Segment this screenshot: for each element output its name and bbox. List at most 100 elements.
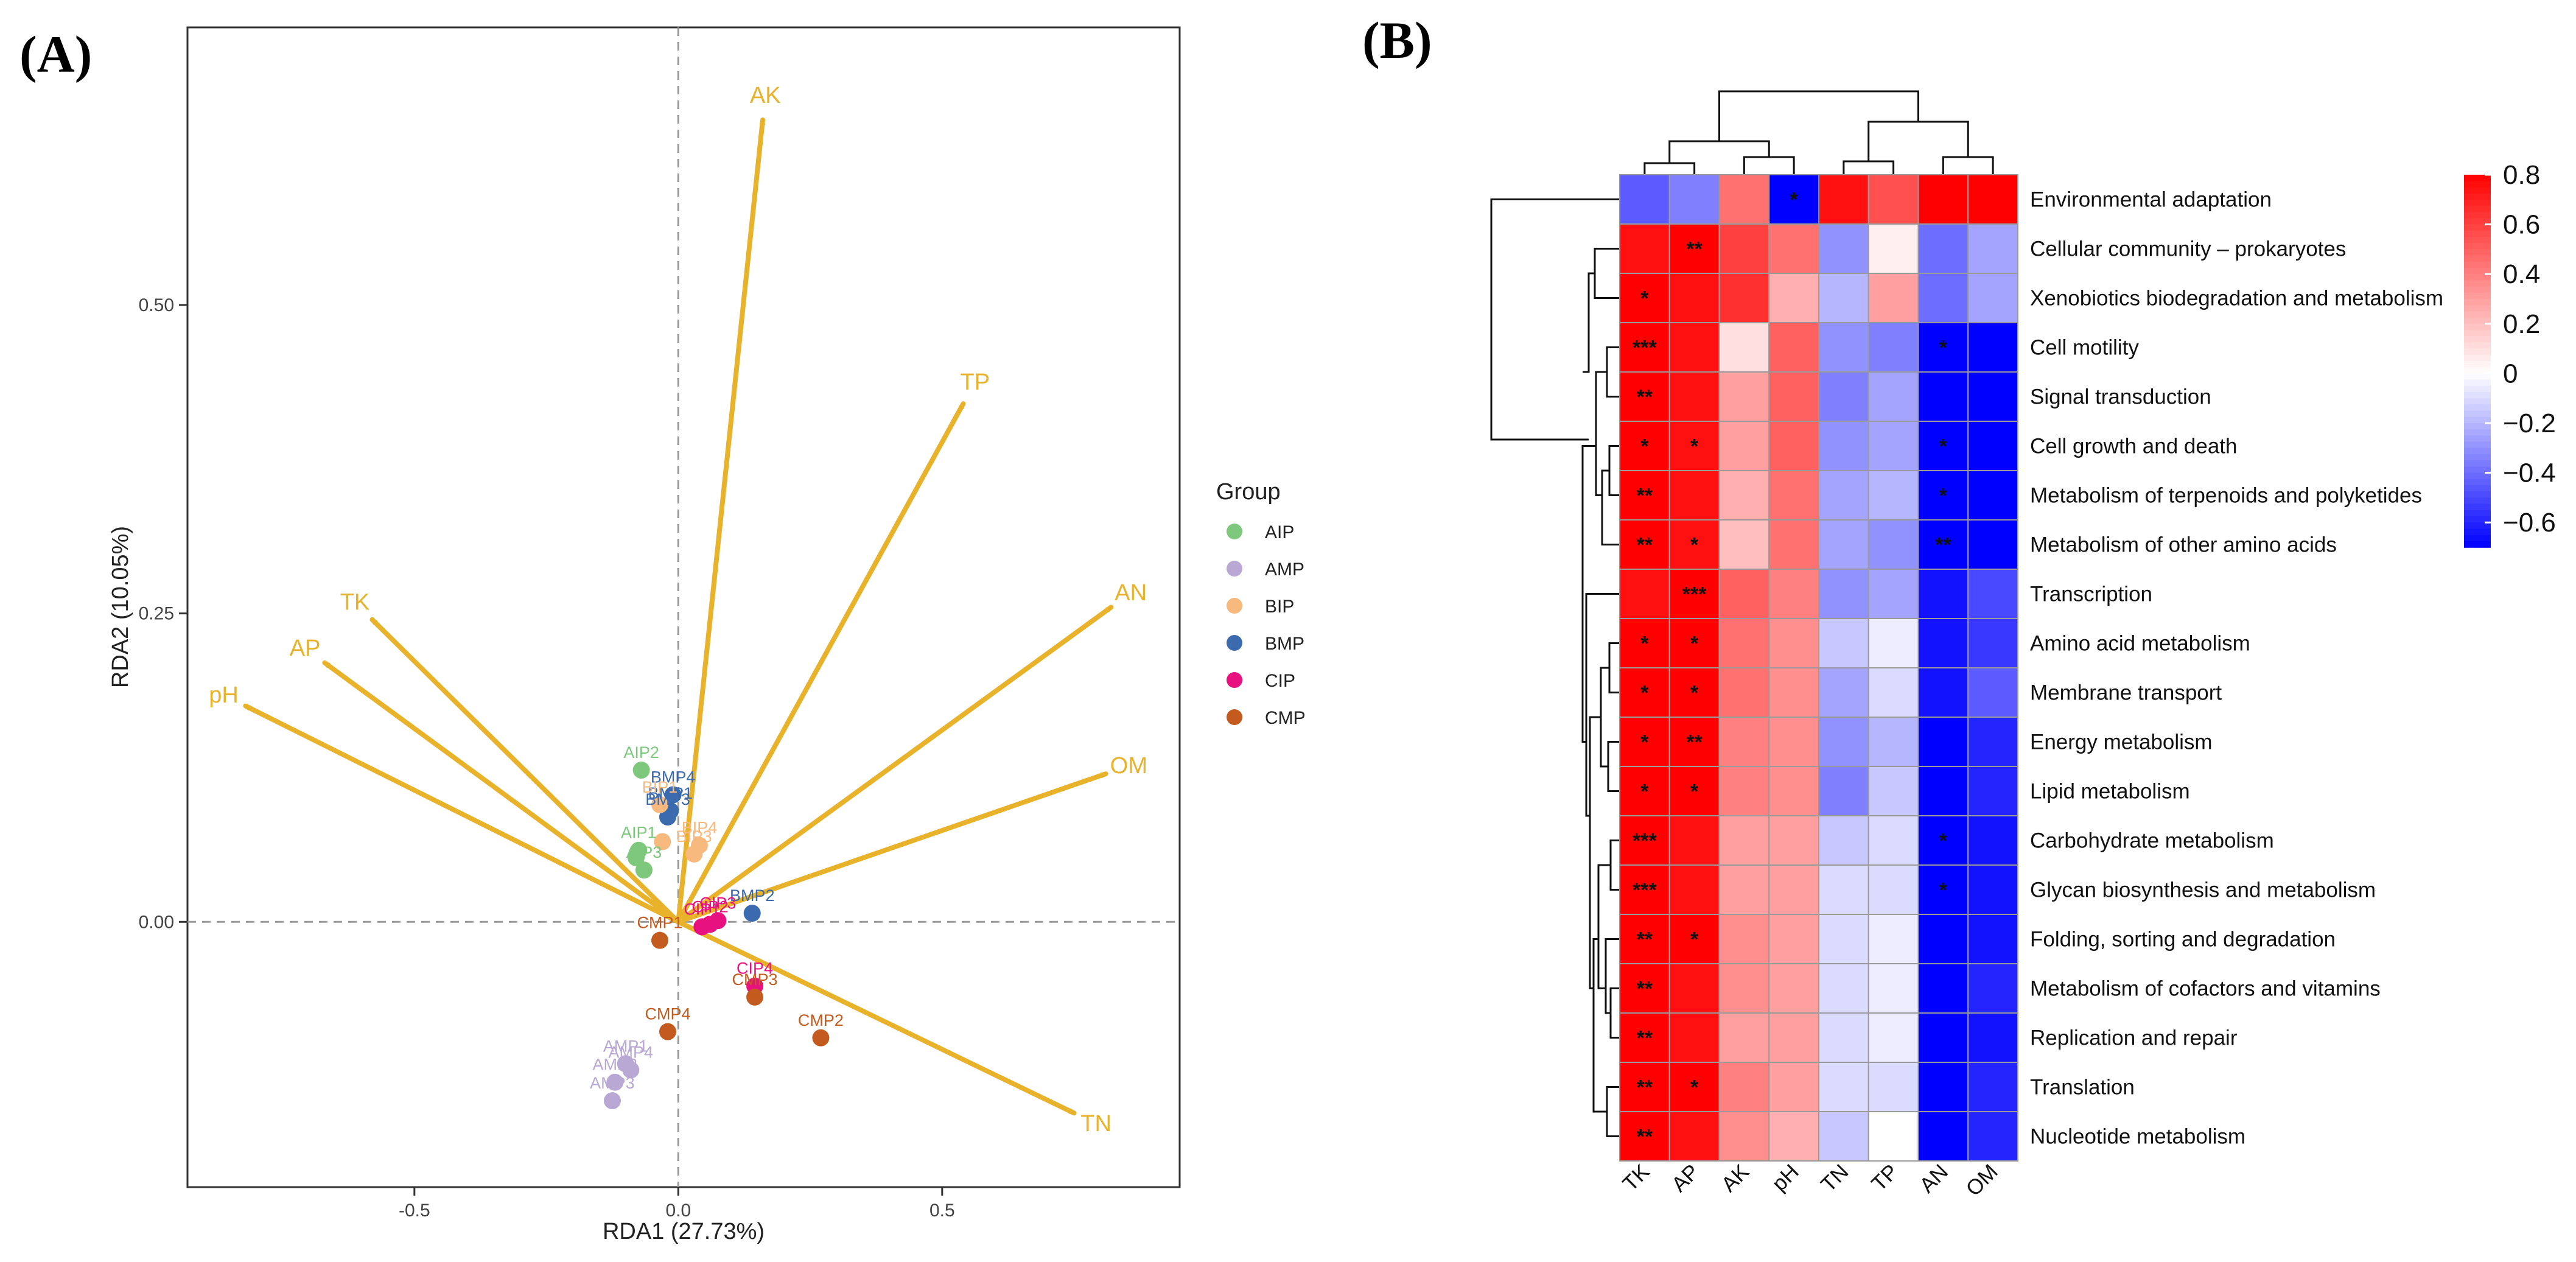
heatmap-cell	[1867, 766, 1919, 816]
color-scale-segment	[2464, 503, 2491, 511]
heatmap-cell	[1967, 1012, 2018, 1063]
color-scale-segment	[2464, 274, 2491, 281]
point-label-cmp2: CMP2	[798, 1011, 844, 1029]
heatmap-cell	[1668, 766, 1720, 816]
row-label-xenobiotics-biodegradation-and-metabolism: Xenobiotics biodegradation and metabolis…	[2030, 287, 2443, 310]
significance-mark: *	[1690, 928, 1699, 952]
significance-mark: **	[1637, 1027, 1653, 1050]
point-bmp2	[743, 905, 761, 922]
heatmap-cell	[1668, 1012, 1720, 1063]
heatmap-cell	[1768, 1062, 1819, 1112]
row-dendrogram-branch	[1606, 346, 1620, 398]
significance-marks: ******* **** * *** *** * ****** ** ** *** **** ****…	[1633, 189, 1951, 1149]
significance-mark: **	[1637, 1126, 1653, 1149]
arrow-label-tk: TK	[340, 590, 370, 615]
point-label-cmp4: CMP4	[645, 1005, 690, 1023]
heatmap-row-labels: Environmental adaptation Cellular communi…	[2030, 188, 2443, 1149]
heatmap-cell	[1967, 519, 2018, 570]
legend-title: Group	[1216, 479, 1281, 505]
heatmap-cell	[1917, 470, 1969, 521]
legend-label-bip: BIP	[1265, 597, 1294, 617]
heatmap-cell	[1718, 322, 1770, 373]
significance-mark: *	[1640, 780, 1649, 804]
heatmap-column-labels: TK AP AK pH TN TP AN OM	[1618, 1160, 2002, 1201]
arrow-ap	[322, 660, 681, 925]
significance-mark: ***	[1682, 583, 1707, 606]
color-scale-segment	[2464, 305, 2491, 312]
color-scale-segment	[2464, 447, 2491, 455]
heatmap-cell	[1768, 1012, 1819, 1063]
rda-axis-ticks: -0.5 0.0 0.5 0.00 0.25 0.50	[139, 295, 955, 1221]
heatmap-cell	[1668, 421, 1720, 471]
significance-mark: *	[1939, 435, 1948, 458]
color-scale-segment	[2464, 280, 2491, 287]
color-scale-segment	[2464, 454, 2491, 461]
heatmap-cell	[1967, 667, 2018, 718]
color-scale-segment	[2464, 510, 2491, 517]
heatmap-cell	[1818, 569, 1869, 619]
column-label-tk: TK	[1618, 1160, 1654, 1196]
point-label-bmp3: BMP3	[645, 790, 690, 808]
row-label-cell-growth-and-death: Cell growth and death	[2030, 435, 2238, 458]
point-bip2	[654, 833, 671, 850]
row-label-signal-transduction: Signal transduction	[2030, 385, 2211, 409]
point-aip4	[627, 849, 645, 866]
color-scale-tick-label: −0.6	[2503, 508, 2556, 538]
point-label-bmp1: BMP1	[648, 784, 693, 802]
significance-mark: *	[1690, 435, 1699, 458]
heatmap-cell	[1668, 1111, 1720, 1162]
heatmap-cell	[1967, 618, 2018, 668]
point-label-cmp3: CMP3	[732, 970, 778, 989]
significance-mark: *	[1939, 879, 1948, 902]
significance-mark: *	[1939, 337, 1948, 360]
heatmap-cell	[1768, 273, 1819, 323]
row-dendrogram	[1490, 198, 1620, 1137]
point-cmp4	[659, 1023, 676, 1040]
heatmap-cell	[1619, 223, 1670, 274]
heatmap-cell	[1818, 717, 1869, 767]
color-scale-segment	[2464, 522, 2491, 530]
heatmap-cell	[1818, 371, 1869, 422]
color-scale-segment	[2464, 441, 2491, 449]
heatmap-cell	[1818, 1111, 1869, 1162]
color-scale-segment	[2464, 472, 2491, 480]
heatmap-cell	[1768, 618, 1819, 668]
heatmap-cell	[1867, 569, 1919, 619]
heatmap-cell	[1967, 1111, 2018, 1162]
point-bmp3	[659, 808, 676, 826]
correlation-heatmap: ******* **** * *** *** * ****** ** ** *** **** ****…	[1490, 90, 2556, 1201]
heatmap-cell	[1867, 914, 1919, 964]
significance-mark: **	[1637, 534, 1653, 557]
color-scale-segment	[2464, 323, 2491, 331]
heatmap-cell	[1818, 223, 1869, 274]
arrow-label-tn: TN	[1080, 1111, 1111, 1137]
heatmap-cell	[1818, 421, 1869, 471]
heatmap-cell	[1718, 1062, 1770, 1112]
point-label-cip4: CIP4	[737, 959, 773, 978]
color-scale-segment	[2464, 516, 2491, 523]
color-scale-segment	[2464, 379, 2491, 387]
row-label-carbohydrate-metabolism: Carbohydrate metabolism	[2030, 829, 2274, 853]
arrow-tp	[676, 401, 966, 925]
row-dendrogram-branch	[1608, 445, 1620, 496]
rda-plot-frame	[186, 26, 1181, 1188]
heatmap-cell	[1718, 519, 1770, 570]
heatmap-cell	[1668, 273, 1720, 323]
heatmap-cell	[1668, 864, 1720, 915]
heatmap-cell	[1967, 815, 2018, 866]
heatmap-cell	[1917, 1012, 1969, 1063]
heatmap-cell	[1967, 174, 2018, 225]
color-scale-segment	[2464, 541, 2491, 548]
significance-mark: *	[1790, 189, 1799, 212]
heatmap-cell	[1867, 223, 1919, 274]
row-dendrogram-branch	[1605, 938, 1620, 1014]
point-label-amp2: AMP2	[593, 1056, 638, 1074]
row-dendrogram-branch	[1608, 642, 1620, 693]
row-dendrogram-branch	[1592, 938, 1607, 1113]
row-label-environmental-adaptation: Environmental adaptation	[2030, 188, 2272, 212]
color-scale-segment	[2464, 218, 2491, 225]
row-dendrogram-branch	[1594, 248, 1620, 299]
significance-mark: **	[1637, 485, 1653, 508]
point-label-cip3: CIP3	[699, 894, 736, 912]
rda-points	[603, 762, 830, 1110]
